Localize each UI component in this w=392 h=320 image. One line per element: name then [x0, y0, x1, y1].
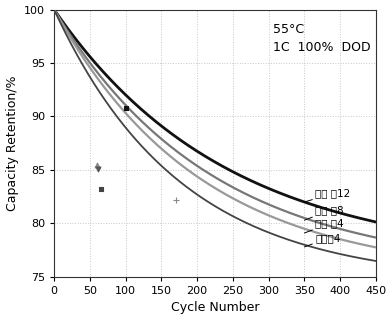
X-axis label: Cycle Number: Cycle Number [171, 301, 259, 315]
Y-axis label: Capacity Retention/%: Capacity Retention/% [5, 76, 18, 211]
Text: 实施 例12: 实施 例12 [304, 188, 350, 202]
Text: 55°C
1C  100%  DOD: 55°C 1C 100% DOD [273, 23, 370, 54]
Text: 对比例4: 对比例4 [304, 233, 341, 247]
Point [123, 105, 129, 110]
Text: 实施 例8: 实施 例8 [304, 205, 344, 220]
Point [94, 162, 100, 167]
Point [95, 166, 102, 172]
Point [172, 197, 179, 203]
Point [98, 187, 104, 192]
Text: 实施 例4: 实施 例4 [304, 218, 344, 233]
